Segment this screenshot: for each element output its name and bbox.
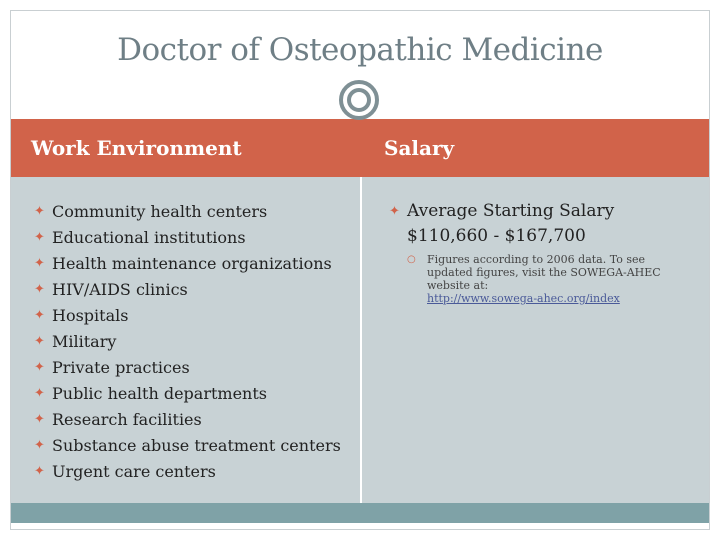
bullet-icon: ✦ xyxy=(34,282,45,297)
sowega-ahec-link[interactable]: http://www.sowega-ahec.org/index xyxy=(427,292,620,305)
circle-ornament-icon xyxy=(339,80,379,120)
circle-bullet-icon: ○ xyxy=(407,254,416,265)
list-item: ✦ Public health departments xyxy=(34,381,341,407)
list-item: ✦ Urgent care centers xyxy=(34,459,341,485)
bullet-icon: ✦ xyxy=(34,308,45,323)
list-item-label: Research facilities xyxy=(52,410,202,429)
list-item-label: Urgent care centers xyxy=(52,462,216,481)
list-item-label: Educational institutions xyxy=(52,228,246,247)
list-item-label: Health maintenance organizations xyxy=(52,254,332,273)
list-item-label: HIV/AIDS clinics xyxy=(52,280,188,299)
list-item: ✦ Hospitals xyxy=(34,303,341,329)
bullet-icon: ✦ xyxy=(389,204,400,219)
bullet-icon: ✦ xyxy=(34,334,45,349)
list-item: ✦ Research facilities xyxy=(34,407,341,433)
bullet-icon: ✦ xyxy=(34,412,45,427)
salary-note-item: ○ Figures according to 2006 data. To see… xyxy=(407,253,672,305)
list-item-label: Private practices xyxy=(52,358,190,377)
list-item-label: Community health centers xyxy=(52,202,268,221)
bullet-icon: ✦ xyxy=(34,386,45,401)
bullet-icon: ✦ xyxy=(34,464,45,479)
list-item-label: Public health departments xyxy=(52,384,267,403)
salary-label: Average Starting Salary xyxy=(407,201,615,221)
list-item: ✦ Private practices xyxy=(34,355,341,381)
list-item: ✦ Health maintenance organizations xyxy=(34,251,341,277)
bullet-icon: ✦ xyxy=(34,360,45,375)
work-environment-header: Work Environment xyxy=(31,136,242,160)
bullet-icon: ✦ xyxy=(34,256,45,271)
header-band xyxy=(11,119,709,177)
bullet-icon: ✦ xyxy=(34,204,45,219)
salary-note-list: ○ Figures according to 2006 data. To see… xyxy=(407,253,672,305)
bullet-icon: ✦ xyxy=(34,438,45,453)
list-item-label: Military xyxy=(52,332,117,351)
bullet-icon: ✦ xyxy=(34,230,45,245)
list-item: ✦ HIV/AIDS clinics xyxy=(34,277,341,303)
list-item-label: Substance abuse treatment centers xyxy=(52,436,341,455)
list-item-label: Hospitals xyxy=(52,306,129,325)
slide-frame xyxy=(10,10,710,530)
list-item: ✦ Community health centers xyxy=(34,199,341,225)
salary-item: ✦ Average Starting Salary $110,660 - $16… xyxy=(389,199,672,305)
footer-band xyxy=(11,503,709,523)
page-title: Doctor of Osteopathic Medicine xyxy=(117,32,603,68)
work-environment-list: ✦ Community health centers ✦ Educational i… xyxy=(34,199,341,485)
list-item: ✦ Educational institutions xyxy=(34,225,341,251)
salary-note: Figures according to 2006 data. To see u… xyxy=(427,253,661,292)
salary-range: $110,660 - $167,700 xyxy=(407,226,586,246)
column-divider xyxy=(360,177,362,503)
list-item: ✦ Military xyxy=(34,329,341,355)
salary-list: ✦ Average Starting Salary $110,660 - $16… xyxy=(389,199,672,305)
list-item: ✦ Substance abuse treatment centers xyxy=(34,433,341,459)
salary-header: Salary xyxy=(384,136,455,160)
